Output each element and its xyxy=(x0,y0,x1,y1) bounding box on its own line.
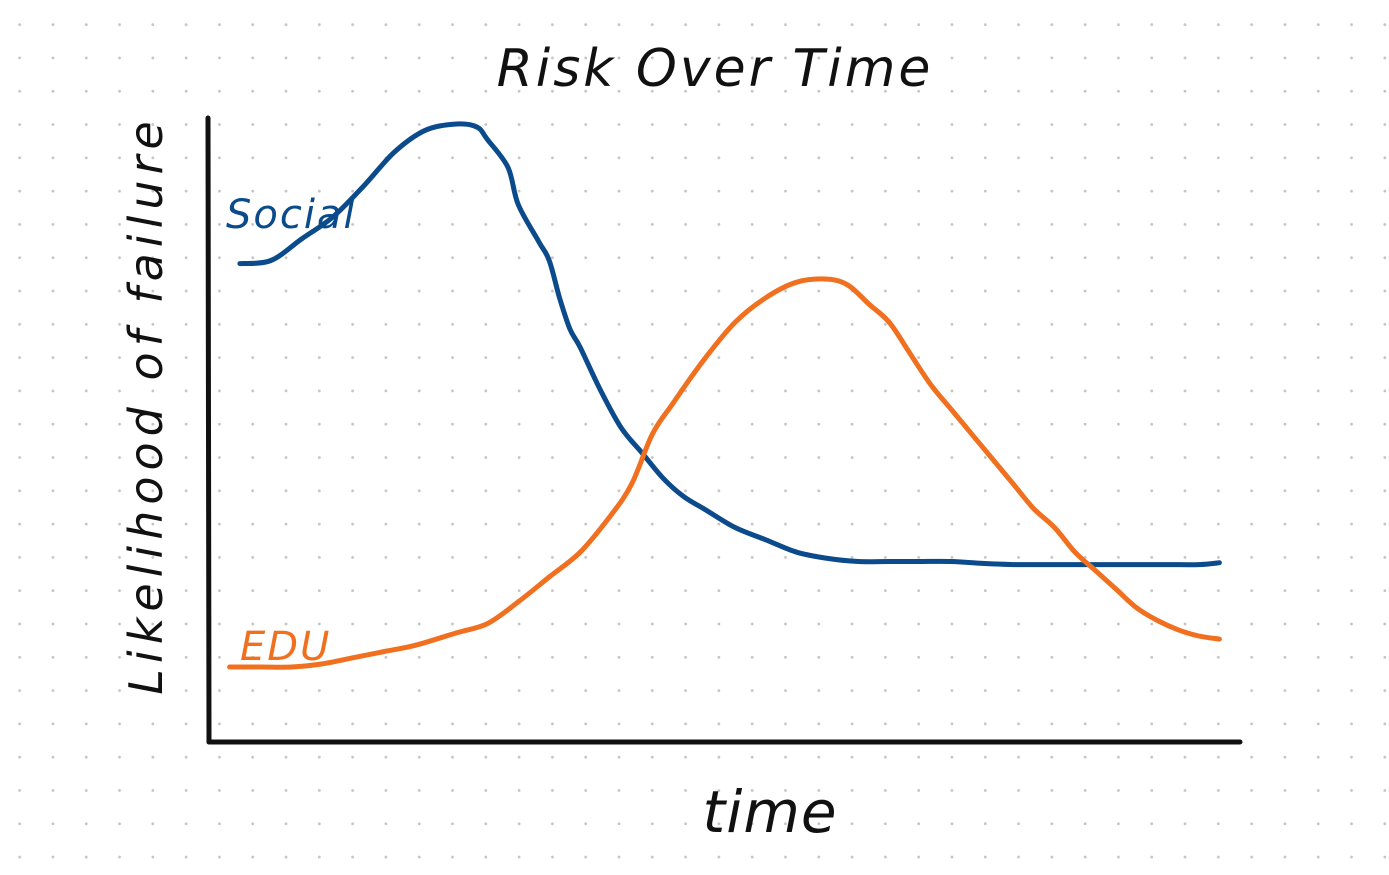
series-label-edu: EDU xyxy=(240,624,331,670)
axes xyxy=(205,115,1243,745)
x-axis-label: time xyxy=(702,778,837,846)
series-line-social xyxy=(237,121,1222,568)
y-axis-label: Likelihood of failure xyxy=(119,115,173,694)
chart-title: Risk Over Time xyxy=(497,39,934,99)
y-axis-line xyxy=(205,115,212,745)
series-line-edu xyxy=(227,276,1222,670)
series-label-social: Social xyxy=(226,192,357,238)
series-layer xyxy=(227,121,1222,670)
